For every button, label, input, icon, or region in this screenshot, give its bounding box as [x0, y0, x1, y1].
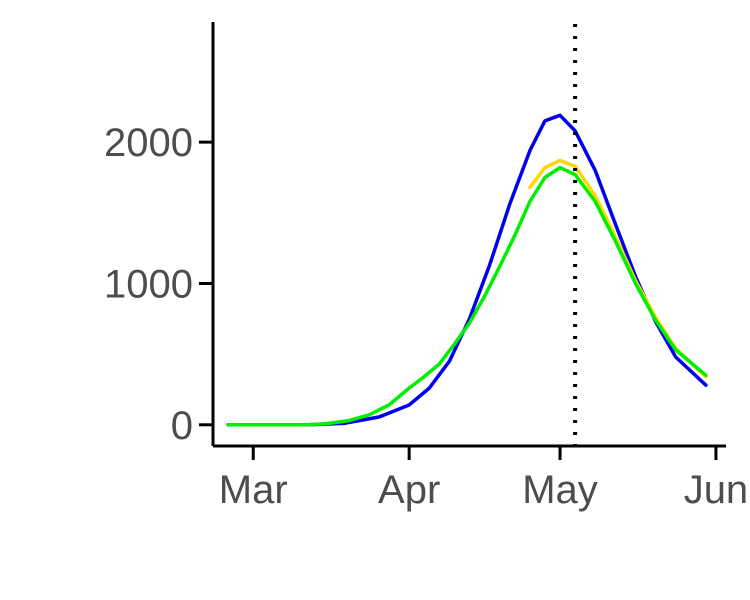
series-line-1	[226, 113, 708, 427]
x-tick-label-1: Mar	[219, 468, 288, 512]
y-tick-label-3: 2000	[104, 121, 193, 165]
series-line-3	[226, 165, 708, 427]
x-tick-label-4: Jun	[684, 468, 749, 512]
x-axis-ticks: Mar Apr May Jun	[219, 446, 748, 512]
x-tick-label-3: May	[522, 468, 598, 512]
y-axis-ticks: 0 1000 2000	[104, 121, 213, 448]
y-tick-label-1: 0	[171, 404, 193, 448]
x-tick-label-2: Apr	[378, 468, 440, 512]
y-tick-label-2: 1000	[104, 262, 193, 306]
series-layer	[226, 113, 708, 427]
series-line-2	[528, 158, 708, 379]
